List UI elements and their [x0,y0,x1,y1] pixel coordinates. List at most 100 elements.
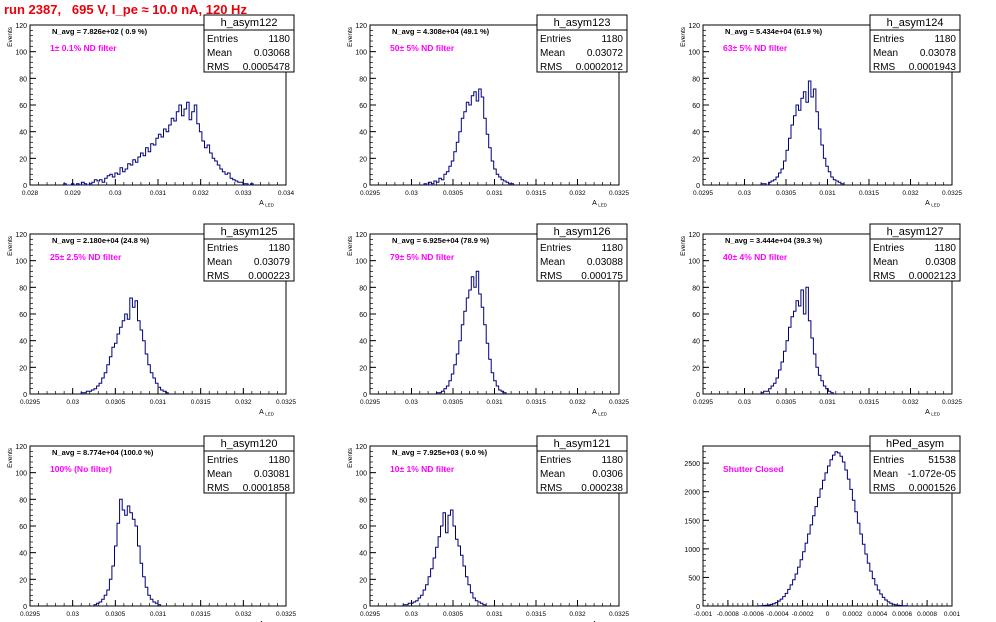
stats-label: Entries [540,34,571,45]
stats-box [203,223,295,282]
filter-label: Shutter Closed [723,464,783,474]
x-tick-label: 0.0295 [360,611,380,618]
stats-value: 0.0005478 [243,62,291,73]
x-tick-label: 0.031 [150,190,167,197]
y-tick-label: 60 [19,524,27,531]
y-tick-label: 40 [359,339,367,346]
x-tick-label: 0.0008 [917,611,937,618]
x-tick-label: 0.0315 [859,399,879,406]
stats-label: Mean [540,469,565,480]
y-tick-label: 100 [688,50,700,57]
y-tick-label: 120 [688,232,700,239]
x-tick-label: 0.031 [486,611,503,618]
x-tick-label: 0.03 [405,611,418,618]
filter-label: 100% (No filter) [50,464,112,474]
histogram-panel: 0 20 40 60 80 100 120 0.0295 0.03 0.0305 0.031 0.03… [7,223,296,417]
y-tick-label: 60 [692,103,700,110]
filter-label: 50± 5% ND filter [390,43,455,53]
y-tick-label: 60 [19,312,27,319]
x-tick-label: 0.028 [22,190,39,197]
histogram-panel: 0 20 40 60 80 100 120 0.0295 0.03 0.0305 0.031 0.03… [7,435,296,622]
x-tick-label: 0.032 [569,190,586,197]
stats-label: Mean [873,469,898,480]
stats-label: Mean [207,257,232,268]
x-tick-label: 0.0325 [609,190,629,197]
x-tick-label: 0.0315 [859,190,879,197]
y-axis-label: Events [680,235,687,256]
histogram-outline [80,297,169,394]
stats-label: RMS [207,483,230,494]
stats-value: 1180 [601,243,623,254]
stats-value: 1180 [268,243,290,254]
y-tick-label: 20 [19,577,27,584]
x-tick-label: 0.0325 [942,399,962,406]
stats-value: 1180 [268,34,290,45]
x-tick-label: 0.032 [193,190,210,197]
stats-label: Entries [540,243,571,254]
stats-label: Entries [207,455,238,466]
y-tick-label: 40 [19,551,27,558]
stats-value: 1180 [934,243,956,254]
x-tick-label: 0.0305 [443,190,463,197]
x-tick-label: 0.0295 [693,190,713,197]
x-tick-label: 0.03 [738,190,751,197]
n-avg-annotation: N_avg = 4.308e+04 (49.1 %) [392,27,490,36]
histogram-outline [423,88,515,186]
stats-label: Mean [873,48,898,59]
y-tick-label: 2000 [684,490,700,497]
x-tick-label: 0.032 [902,399,919,406]
y-axis-label: Events [680,26,687,47]
x-tick-label: 0.029 [65,190,82,197]
x-tick-label: 0.0295 [360,190,380,197]
x-tick-label: 0.0325 [609,399,629,406]
y-tick-label: 40 [19,130,27,137]
x-tick-label: 0.032 [235,399,252,406]
stats-label: Mean [207,48,232,59]
x-tick-label: 0.0305 [776,399,796,406]
filter-label: 63± 5% ND filter [723,43,788,53]
filter-label: 40± 4% ND filter [723,252,788,262]
x-tick-label: 0.03 [66,611,79,618]
histogram-outline [760,286,834,394]
stats-value: 0.03068 [254,48,291,59]
y-tick-label: 60 [19,103,27,110]
x-tick-label: 0.0315 [191,399,211,406]
stats-value: 0.000223 [248,271,290,282]
stats-value: 0.03072 [587,48,624,59]
stats-title: h_asym124 [887,17,944,29]
stats-label: RMS [873,62,896,73]
y-tick-label: 120 [688,23,700,30]
stats-label: RMS [873,271,896,282]
y-tick-label: 20 [359,156,367,163]
histogram-panel: 0 20 40 60 80 100 120 0.0295 0.03 0.0305 0.031 0.03… [680,14,962,208]
y-tick-label: 80 [359,285,367,292]
stats-title: h_asym122 [221,17,278,29]
y-tick-label: 0 [23,392,27,399]
x-tick-label: 0.031 [150,399,167,406]
stats-label: Mean [540,48,565,59]
stats-value: 1180 [601,455,623,466]
y-axis-label: Events [7,235,14,256]
y-tick-label: 0 [696,392,700,399]
stats-label: RMS [207,62,230,73]
histogram-outline [757,451,908,607]
x-tick-label: 0.031 [819,190,836,197]
y-tick-label: 100 [688,259,700,266]
histogram-panel: 0 20 40 60 80 100 120 0.0295 0.03 0.0305 0.031 0.03… [347,435,629,622]
y-tick-label: 0 [363,392,367,399]
x-tick-label: -0.0008 [717,611,739,618]
run-title: run 2387, 695 V, I_pe ≈ 10.0 nA, 120 Hz [4,2,247,17]
x-tick-label: 0.0325 [609,611,629,618]
x-tick-label: 0.0004 [867,611,887,618]
filter-label: 1± 0.1% ND filter [50,43,117,53]
x-tick-label: -0.0002 [792,611,814,618]
y-tick-label: 500 [688,575,700,582]
x-tick-label: 0.032 [569,611,586,618]
x-tick-label: -0.0006 [742,611,764,618]
stats-value: 0.03081 [254,469,291,480]
histogram-panel: 0 500 1000 1500 2000 2500 -0.001 -0.0008 -0.0006… [684,435,961,618]
y-tick-label: 60 [692,312,700,319]
